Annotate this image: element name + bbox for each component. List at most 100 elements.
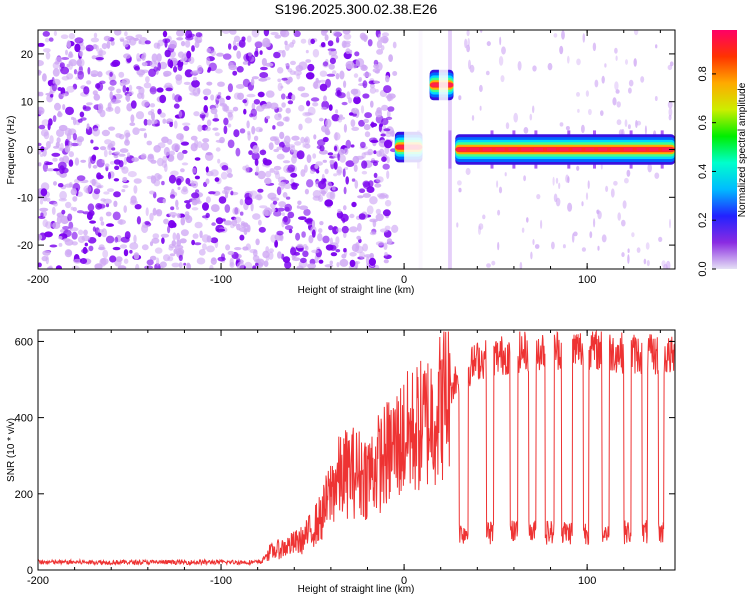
noise-blob [363,124,371,131]
noise-blob [259,149,267,156]
noise-blob [644,125,647,135]
noise-blob [257,170,266,180]
noise-blob [565,174,569,183]
noise-blob [143,82,152,89]
noise-blob [328,63,335,70]
noise-blob [80,159,87,163]
noise-blob [90,139,94,144]
noise-blob [227,250,235,256]
noise-blob [255,165,260,174]
snr-ytick-label: 200 [15,489,33,501]
noise-blob [176,213,181,219]
noise-blob [322,159,327,163]
noise-blob [41,255,48,262]
noise-blob [298,104,305,112]
noise-blob [74,157,80,166]
noise-blob [383,242,388,250]
data-gap [438,30,449,269]
noise-blob [334,145,338,152]
noise-blob [667,64,673,71]
noise-blob [269,102,279,110]
noise-blob [109,255,117,263]
noise-blob [74,43,81,53]
spectral-peak [521,148,531,151]
noise-blob [54,102,61,111]
noise-blob [298,123,303,131]
noise-blob [217,81,225,87]
noise-blob [257,188,264,193]
noise-blob [141,244,149,251]
noise-blob [97,229,105,233]
noise-blob [38,262,42,268]
noise-blob [351,126,360,131]
noise-blob [312,153,317,159]
noise-blob [188,56,195,64]
noise-blob [319,70,328,77]
noise-blob [224,191,229,199]
noise-blob [655,44,658,49]
noise-blob [325,130,331,136]
colorbar-tick-label: 0.6 [697,115,709,130]
noise-blob [375,213,384,222]
spectrogram-xtick-label: 0 [401,274,407,286]
spectral-peak [636,148,646,151]
data-gap [404,30,427,269]
noise-blob [194,221,203,229]
noise-blob [304,117,313,124]
noise-blob [162,155,168,164]
noise-blob [297,200,302,206]
noise-blob [99,258,107,267]
noise-blob [345,160,355,168]
noise-blob [370,121,375,128]
noise-blob [97,71,103,78]
noise-blob [44,37,50,43]
noise-blob [281,49,286,58]
noise-blob [331,186,336,191]
noise-blob [264,76,271,81]
noise-blob [348,112,354,116]
noise-blob [328,225,334,231]
noise-blob [227,83,233,93]
noise-blob [498,186,503,194]
noise-blob [576,165,580,171]
noise-blob [176,133,184,140]
noise-blob [281,221,285,228]
noise-blob [251,125,256,135]
noise-blob [128,37,137,46]
noise-blob [64,183,74,188]
noise-blob [157,142,166,149]
noise-blob [456,222,459,228]
spectral-peak [649,148,659,151]
noise-blob [114,30,122,36]
noise-blob [582,33,586,43]
noise-blob [505,122,510,130]
noise-blob [87,67,91,75]
noise-blob [521,227,525,233]
noise-blob [559,122,564,127]
noise-blob [197,141,203,149]
noise-blob [343,248,347,253]
noise-blob [189,92,198,96]
noise-blob [133,185,138,194]
noise-blob [191,180,199,189]
noise-blob [113,200,118,207]
noise-blob [193,111,200,117]
noise-blob [141,224,149,233]
noise-blob [168,243,176,249]
noise-blob [227,123,232,128]
noise-blob [284,203,293,212]
noise-blob [115,256,123,263]
noise-blob [329,244,337,251]
noise-blob [499,36,502,46]
noise-blob [79,258,88,264]
noise-blob [44,231,53,238]
noise-blob [183,262,187,266]
noise-blob [240,221,246,226]
noise-blob [157,108,162,115]
noise-blob [370,100,374,108]
noise-blob [206,81,213,86]
noise-blob [191,167,197,174]
noise-blob [265,170,272,178]
noise-blob [114,151,121,155]
noise-blob [60,57,70,60]
